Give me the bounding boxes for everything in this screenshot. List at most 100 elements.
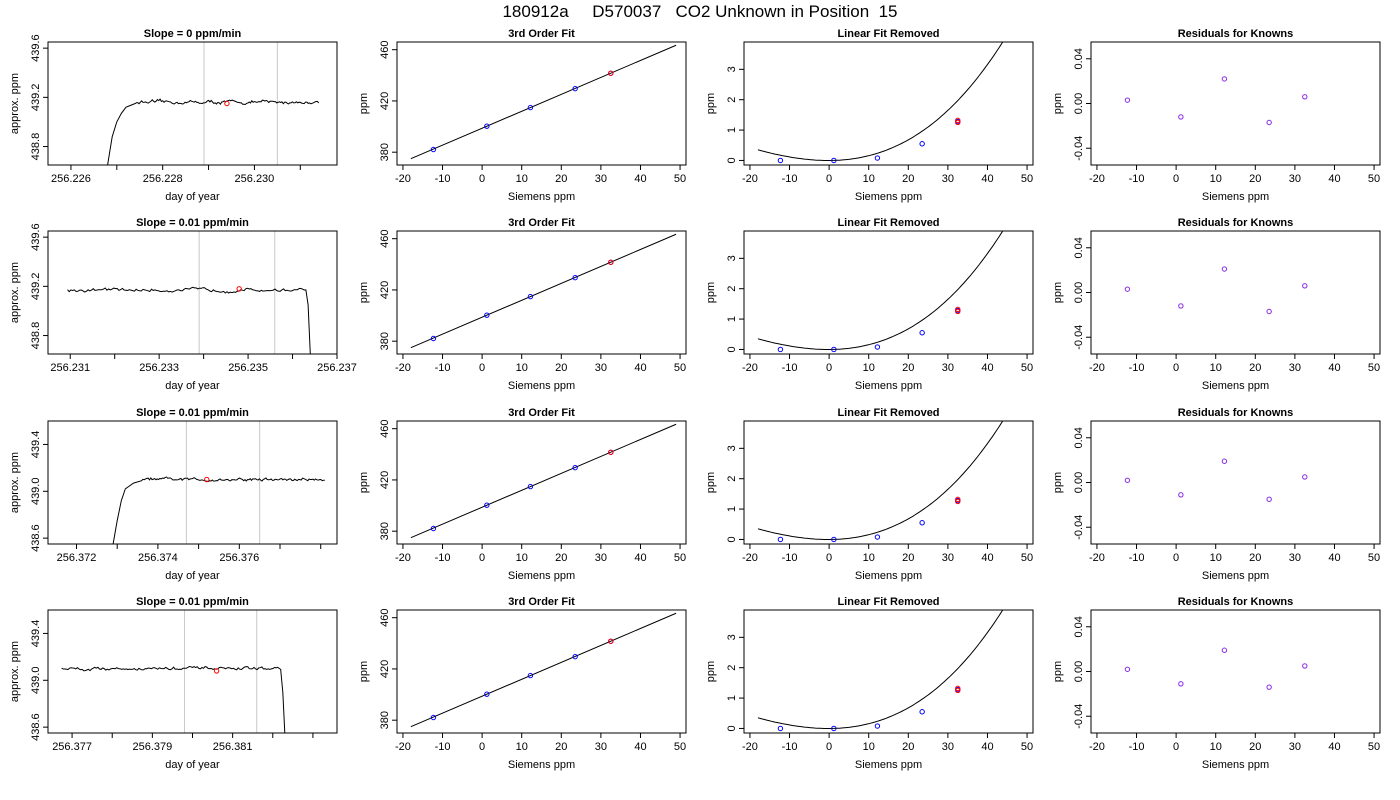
plot-frame [47, 230, 338, 355]
x-tick-label: 10 [863, 362, 875, 374]
y-tick-label: 0 [726, 346, 738, 352]
x-axis-label: Siemens ppm [855, 759, 922, 771]
y-axis-label: ppm [1052, 472, 1064, 493]
data-point [919, 141, 925, 147]
plot-frame [1090, 609, 1381, 734]
x-tick-label: 10 [863, 552, 875, 564]
page-title: 180912a D570037 CO2 Unknown in Position … [502, 2, 898, 21]
x-tick-label: 256.374 [138, 552, 178, 564]
x-tick-label: 50 [1021, 173, 1033, 185]
x-tick-label: -10 [435, 741, 451, 753]
data-point [430, 525, 437, 532]
x-tick-label: 50 [1368, 552, 1380, 564]
y-tick-label: 2 [726, 476, 738, 482]
panel-1-3: Residuals for Knowns -20 -10 0 10 20 30 40 50 -0.… [1052, 217, 1381, 392]
fit-curve [757, 610, 1004, 729]
panel-title: Linear Fit Removed [837, 217, 939, 229]
plot-frame [396, 41, 687, 166]
panel-1-1: 3rd Order Fit -20 -10 0 10 20 30 40 50 380 420 460 S… [358, 217, 687, 392]
plot-frame [47, 41, 338, 166]
highlight-point [955, 496, 961, 503]
x-tick-label: 20 [1249, 362, 1261, 374]
y-tick-label: 1 [726, 316, 738, 322]
data-point [919, 709, 925, 715]
x-axis-label: Siemens ppm [1202, 570, 1269, 582]
x-tick-label: 30 [595, 362, 607, 374]
x-tick-label: 30 [942, 173, 954, 185]
y-axis-label: ppm [358, 93, 370, 114]
y-axis-label: ppm [1052, 93, 1064, 114]
panel-0-2: Linear Fit Removed -20 -10 0 10 20 30 40 50 0 1 2 3 S… [705, 28, 1034, 203]
panel-title: Residuals for Knowns [1178, 28, 1294, 40]
highlight-point [608, 259, 614, 265]
x-tick-label: 50 [674, 741, 686, 753]
y-axis-label: ppm [358, 282, 370, 303]
data-point [527, 293, 534, 300]
x-tick-label: 30 [1289, 173, 1301, 185]
x-tick-label: 30 [1289, 552, 1301, 564]
data-trace [112, 476, 325, 544]
data-point [527, 104, 534, 111]
plot-area [757, 42, 1004, 164]
highlight-point [955, 498, 961, 505]
panel-title: Linear Fit Removed [837, 407, 939, 419]
x-tick-label: 20 [902, 173, 914, 185]
data-point [874, 534, 881, 540]
data-point [1221, 266, 1228, 272]
plot-area [1124, 76, 1308, 126]
x-tick-label: -20 [742, 741, 758, 753]
x-tick-label: 40 [981, 173, 993, 185]
data-point [1302, 94, 1308, 100]
x-tick-label: 20 [1249, 173, 1261, 185]
panel-title: 3rd Order Fit [508, 217, 575, 229]
x-axis-label: Siemens ppm [1202, 191, 1269, 203]
x-tick-label: -10 [1129, 362, 1145, 374]
y-tick-label: 439.2 [30, 273, 42, 301]
x-tick-label: 256.372 [57, 552, 97, 564]
x-tick-label: 30 [1289, 362, 1301, 374]
x-tick-label: 256.230 [235, 173, 275, 185]
data-point [1178, 303, 1184, 309]
panel-0-3: Residuals for Knowns -20 -10 0 10 20 30 40 50 -0.… [1052, 28, 1381, 203]
fit-curve [757, 42, 1004, 161]
y-tick-label: 420 [379, 660, 391, 678]
x-tick-label: 20 [902, 741, 914, 753]
panel-1-2: Linear Fit Removed -20 -10 0 10 20 30 40 50 0 1 2 3 S… [705, 217, 1034, 392]
data-point [831, 725, 837, 732]
plot-area [67, 231, 311, 354]
y-tick-label: 380 [379, 332, 391, 350]
data-point [777, 536, 784, 543]
x-tick-label: -20 [395, 173, 411, 185]
y-tick-label: 438.6 [30, 713, 42, 741]
y-tick-label: 0.00 [1073, 282, 1085, 303]
highlight-point [608, 70, 614, 76]
x-tick-label: 30 [942, 552, 954, 564]
x-tick-label: 0 [1173, 552, 1179, 564]
data-trace [107, 98, 320, 165]
x-axis-label: day of year [165, 380, 220, 392]
data-point [430, 714, 437, 721]
x-tick-label: 20 [555, 552, 567, 564]
data-point [1302, 474, 1308, 480]
data-point [831, 157, 837, 164]
fit-line [410, 423, 677, 539]
data-point [1266, 496, 1272, 502]
x-axis-label: Siemens ppm [855, 191, 922, 203]
highlight-point [224, 100, 230, 107]
x-tick-label: 50 [674, 173, 686, 185]
x-tick-label: 40 [1328, 552, 1340, 564]
plot-area [61, 610, 286, 733]
plot-area [1124, 647, 1308, 690]
data-point [1266, 684, 1272, 690]
panel-title: 3rd Order Fit [508, 28, 575, 40]
x-tick-label: -20 [1089, 362, 1105, 374]
panel-title: Residuals for Knowns [1178, 596, 1294, 608]
y-tick-label: 3 [726, 255, 738, 261]
plot-area [107, 42, 320, 165]
data-point [527, 483, 534, 490]
x-tick-label: 40 [981, 362, 993, 374]
data-point [1178, 681, 1184, 687]
x-tick-label: -20 [742, 362, 758, 374]
y-tick-label: 0 [726, 536, 738, 542]
x-tick-label: 40 [981, 741, 993, 753]
